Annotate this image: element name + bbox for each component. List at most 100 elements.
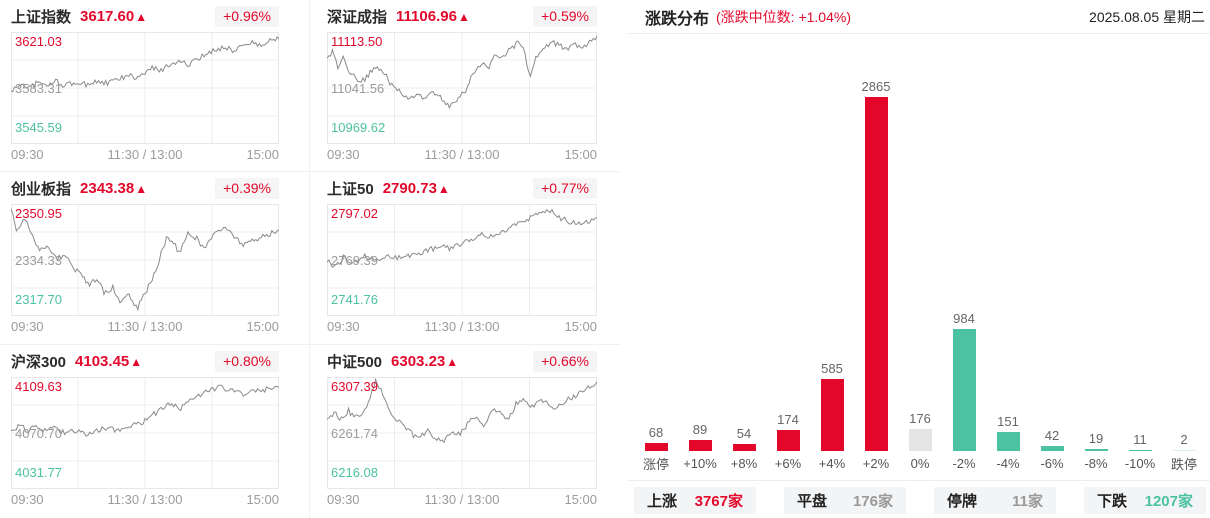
time-tick-noon: 11:30 / 13:00 [424, 147, 500, 162]
distribution-bar[interactable] [1040, 446, 1064, 451]
distribution-bar-slot: 19 -8% [1074, 431, 1118, 475]
time-axis: 09:30 11:30 / 13:00 15:00 [11, 492, 279, 507]
index-value: 2790.73▲ [383, 180, 450, 197]
index-price: 4103.45 [75, 352, 130, 370]
stat-label: 平盘 [797, 493, 828, 510]
index-chart-panel[interactable]: 中证500 6303.23▲ +0.66% 6307.39 6261.74 62… [310, 345, 620, 518]
panel-header: 深证成指 11106.96▲ +0.59% [327, 5, 597, 27]
high-value-label: 6307.39 [331, 379, 378, 394]
distribution-bar[interactable] [1128, 450, 1152, 451]
up-arrow-icon: ▲ [135, 181, 148, 196]
time-tick-noon: 11:30 / 13:00 [107, 319, 183, 334]
index-name: 中证500 [327, 353, 383, 371]
stat-value: 3767家 [694, 493, 743, 510]
low-value-label: 2317.70 [15, 292, 62, 307]
low-value-label: 3545.59 [15, 120, 62, 135]
distribution-bar[interactable] [820, 379, 844, 451]
bar-value-label: 54 [736, 426, 752, 441]
distribution-bar[interactable] [996, 432, 1020, 451]
sparkline-svg [11, 377, 279, 489]
distribution-bar-slot: 984 -2% [942, 311, 986, 475]
date-label: 2025.08.05 星期二 [1089, 9, 1205, 25]
index-value: 6303.23▲ [391, 353, 458, 370]
distribution-bar-slot: 89 +10% [678, 422, 722, 475]
index-price: 11106.96 [396, 7, 457, 25]
index-chart-panel[interactable]: 沪深300 4103.45▲ +0.80% 4109.63 4070.70 40… [0, 345, 310, 518]
index-name: 上证指数 [11, 8, 72, 26]
distribution-bar-slot: 176 0% [898, 411, 942, 475]
market-stat-box: 下跌 1207家 [1084, 487, 1206, 514]
distribution-bar[interactable] [864, 97, 888, 451]
panel-header: 创业板指 2343.38▲ +0.39% [11, 177, 279, 199]
bar-category-label: +2% [862, 455, 890, 471]
time-axis: 09:30 11:30 / 13:00 15:00 [327, 319, 597, 334]
price-line [11, 384, 279, 437]
distribution-panel: 涨跌分布 (涨跌中位数: +1.04%) 2025.08.05 星期二 68 涨… [620, 0, 1210, 518]
time-tick-open: 09:30 [327, 147, 360, 162]
index-chart-panel[interactable]: 上证指数 3617.60▲ +0.96% 3621.03 3583.31 354… [0, 0, 310, 172]
panel-header: 上证指数 3617.60▲ +0.96% [11, 5, 279, 27]
market-stat-box: 上涨 3767家 [634, 487, 756, 514]
index-name: 上证50 [327, 180, 374, 198]
bar-value-label: 174 [777, 412, 799, 427]
sparkline-svg [327, 204, 597, 316]
distribution-bar-slot: 174 +6% [766, 412, 810, 475]
up-arrow-icon: ▲ [135, 9, 148, 24]
price-line [11, 35, 279, 93]
index-price: 2343.38 [80, 179, 135, 197]
bar-category-label: -6% [1040, 455, 1064, 471]
time-tick-noon: 11:30 / 13:00 [424, 319, 500, 334]
bar-value-label: 585 [821, 361, 843, 376]
time-tick-noon: 11:30 / 13:00 [107, 147, 183, 162]
time-tick-open: 09:30 [327, 319, 360, 334]
sparkline-svg [11, 204, 279, 316]
stat-label: 上涨 [647, 493, 678, 510]
distribution-bar[interactable] [908, 429, 932, 451]
distribution-bar[interactable] [776, 430, 800, 451]
distribution-bar[interactable] [732, 444, 756, 451]
bar-value-label: 19 [1088, 431, 1104, 446]
time-tick-open: 09:30 [11, 492, 44, 507]
distribution-bar-slot: 68 涨停 [634, 425, 678, 475]
mini-line-chart: 2350.95 2334.33 2317.70 [11, 204, 279, 316]
time-tick-close: 15:00 [246, 492, 279, 507]
change-percent-badge: +0.77% [533, 177, 597, 199]
up-arrow-icon: ▲ [130, 354, 143, 369]
change-percent-badge: +0.59% [533, 5, 597, 27]
bar-value-label: 42 [1044, 428, 1060, 443]
distribution-bar[interactable] [1084, 449, 1108, 451]
bar-category-label: -8% [1084, 455, 1108, 471]
change-percent-badge: +0.80% [215, 350, 279, 372]
distribution-bar[interactable] [644, 443, 668, 451]
distribution-bar-slot: 151 -4% [986, 414, 1030, 475]
panel-header: 中证500 6303.23▲ +0.66% [327, 350, 597, 372]
market-summary-row: 上涨 3767家 平盘 176家 停牌 11家 下跌 1207家 [634, 487, 1206, 514]
chart-border [327, 204, 597, 316]
distribution-bar-slot: 11 -10% [1118, 432, 1162, 475]
distribution-bar-slot: 585 +4% [810, 361, 854, 475]
distribution-bar[interactable] [952, 329, 976, 451]
time-axis: 09:30 11:30 / 13:00 15:00 [11, 319, 279, 334]
distribution-bar[interactable] [688, 440, 712, 451]
bar-category-label: 跌停 [1170, 456, 1197, 472]
mini-line-chart: 6307.39 6261.74 6216.08 [327, 377, 597, 489]
bar-category-label: +4% [818, 455, 846, 471]
prev-close-label: 2769.39 [331, 253, 378, 269]
distribution-bar[interactable] [1172, 450, 1196, 451]
time-tick-noon: 11:30 / 13:00 [107, 492, 183, 507]
index-chart-panel[interactable]: 上证50 2790.73▲ +0.77% 2797.02 2769.39 274… [310, 172, 620, 345]
index-value: 3617.60▲ [80, 8, 147, 25]
distribution-title: 涨跌分布 [645, 11, 710, 28]
index-chart-panel[interactable]: 创业板指 2343.38▲ +0.39% 2350.95 2334.33 231… [0, 172, 310, 345]
distribution-bar-slot: 2865 +2% [854, 79, 898, 475]
bar-value-label: 11 [1133, 432, 1147, 447]
bar-value-label: 176 [909, 411, 931, 426]
panel-header: 沪深300 4103.45▲ +0.80% [11, 350, 279, 372]
median-note: (涨跌中位数: +1.04%) [716, 9, 851, 25]
low-value-label: 4031.77 [15, 465, 62, 480]
index-chart-panel[interactable]: 深证成指 11106.96▲ +0.59% 11113.50 11041.56 … [310, 0, 620, 172]
index-price: 2790.73 [382, 179, 437, 197]
low-value-label: 10969.62 [331, 120, 386, 135]
price-line [327, 208, 597, 268]
time-tick-close: 15:00 [564, 319, 597, 334]
